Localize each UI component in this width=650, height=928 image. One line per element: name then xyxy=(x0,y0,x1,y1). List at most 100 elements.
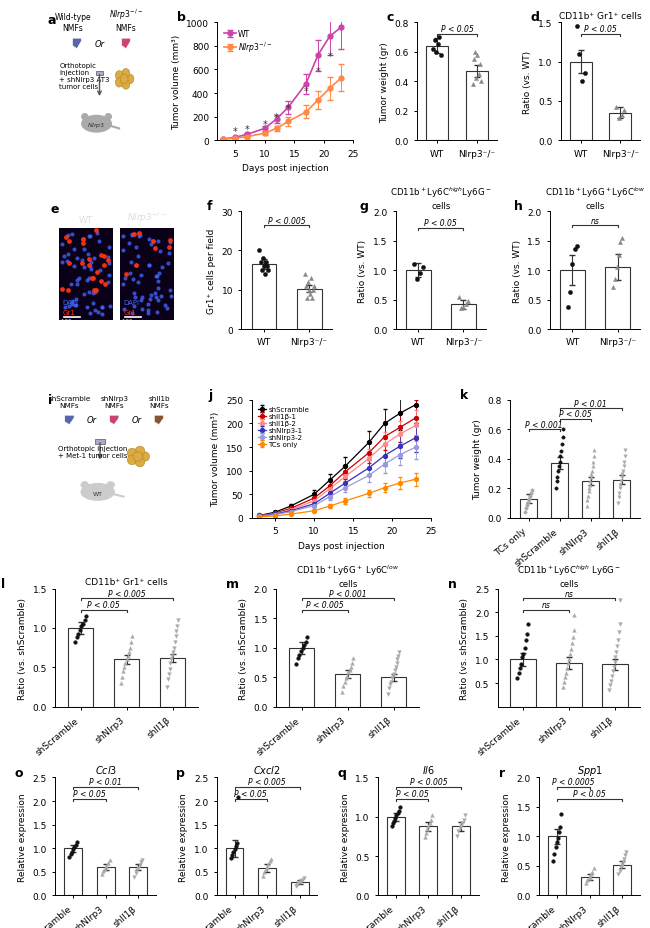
Bar xyxy=(560,271,585,329)
Point xyxy=(561,665,571,680)
Point xyxy=(389,666,399,681)
Text: j: j xyxy=(209,389,213,402)
Point xyxy=(133,276,144,290)
Point xyxy=(395,800,405,815)
Point xyxy=(560,670,571,685)
Point xyxy=(612,639,622,654)
Point xyxy=(73,627,83,642)
Point xyxy=(62,248,73,263)
Point xyxy=(232,835,242,850)
Ellipse shape xyxy=(81,484,114,500)
Bar xyxy=(297,290,322,329)
Point xyxy=(120,656,131,671)
Point xyxy=(84,271,94,286)
Point xyxy=(393,649,404,664)
Point xyxy=(582,493,593,508)
Point xyxy=(70,635,80,650)
Circle shape xyxy=(135,458,145,468)
Text: P < 0.05: P < 0.05 xyxy=(584,25,617,34)
Point xyxy=(548,854,558,869)
Point xyxy=(254,244,265,259)
FancyBboxPatch shape xyxy=(120,228,174,320)
Point xyxy=(116,676,126,690)
Point xyxy=(164,246,174,261)
Text: c: c xyxy=(387,11,395,24)
Legend: shScramble, shIl1β-1, shIl1β-2, shNlrp3-1, shNlrp3-2, TCs only: shScramble, shIl1β-1, shIl1β-2, shNlrp3-… xyxy=(255,404,312,451)
Point xyxy=(619,455,629,470)
Point xyxy=(263,264,274,278)
Point xyxy=(436,48,447,63)
Point xyxy=(66,277,76,291)
Point xyxy=(120,267,131,282)
Point xyxy=(608,280,618,295)
Point xyxy=(613,496,623,511)
Legend: WT, $Nlrp3^{-/-}$: WT, $Nlrp3^{-/-}$ xyxy=(221,27,275,58)
Point xyxy=(408,257,419,272)
Ellipse shape xyxy=(107,483,114,488)
Point xyxy=(552,835,562,850)
Point xyxy=(291,657,302,672)
Point xyxy=(558,422,569,437)
Point xyxy=(171,624,181,638)
Point xyxy=(605,678,616,693)
Point xyxy=(577,75,587,90)
Point xyxy=(584,870,595,884)
Point xyxy=(552,470,562,484)
Point xyxy=(148,234,159,249)
Point xyxy=(460,808,470,823)
Bar xyxy=(129,868,147,896)
Point xyxy=(427,808,437,823)
Point xyxy=(469,53,479,68)
Point xyxy=(306,271,316,286)
Point xyxy=(127,629,137,644)
Point xyxy=(57,256,68,271)
Point xyxy=(88,283,99,298)
Point xyxy=(135,857,145,872)
Point xyxy=(60,301,70,316)
Point xyxy=(292,651,303,666)
Point xyxy=(526,486,536,501)
Point xyxy=(150,241,161,256)
Point xyxy=(554,824,564,839)
Point xyxy=(99,250,110,264)
Point xyxy=(609,654,619,669)
Point xyxy=(391,656,402,671)
Point xyxy=(582,872,592,887)
Point xyxy=(99,259,110,274)
Bar xyxy=(510,660,536,707)
Point xyxy=(167,649,177,664)
Point xyxy=(101,858,112,873)
Bar xyxy=(387,817,405,896)
Point xyxy=(458,813,469,828)
Point xyxy=(433,38,443,53)
Point xyxy=(57,282,68,297)
Text: DAPI: DAPI xyxy=(62,300,79,306)
Point xyxy=(618,464,628,479)
Point xyxy=(163,240,174,255)
Point xyxy=(390,811,400,826)
Point xyxy=(162,672,173,687)
Point xyxy=(566,642,576,657)
Point xyxy=(84,229,95,244)
Text: q: q xyxy=(337,766,346,779)
Point xyxy=(519,640,530,655)
Text: Orthotopic injection
+ Met-1 tumor cells: Orthotopic injection + Met-1 tumor cells xyxy=(58,445,127,458)
Text: P < 0.005: P < 0.005 xyxy=(268,216,306,226)
Polygon shape xyxy=(109,416,119,425)
Circle shape xyxy=(122,81,130,90)
Bar xyxy=(335,675,360,707)
Bar xyxy=(569,62,592,141)
Point xyxy=(144,259,155,274)
Point xyxy=(430,33,440,48)
Point xyxy=(343,665,354,680)
Text: P < 0.05: P < 0.05 xyxy=(396,790,428,798)
Point xyxy=(555,449,566,464)
Point xyxy=(341,671,351,686)
Point xyxy=(135,228,145,243)
Point xyxy=(617,231,627,246)
Point xyxy=(103,276,114,290)
Point xyxy=(385,677,395,692)
Point xyxy=(142,306,153,321)
Point xyxy=(565,286,575,301)
Point xyxy=(72,834,83,849)
